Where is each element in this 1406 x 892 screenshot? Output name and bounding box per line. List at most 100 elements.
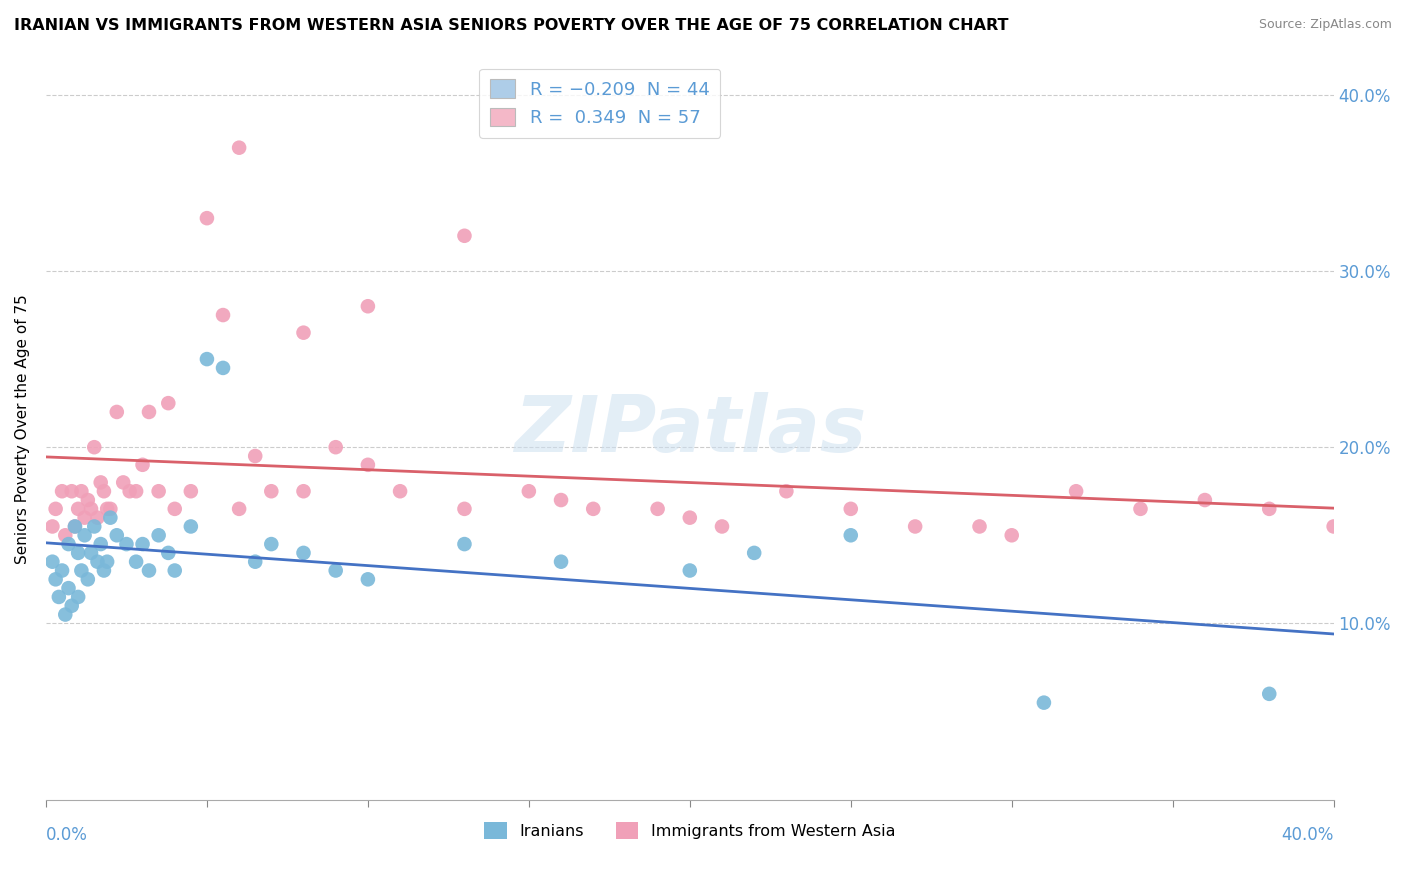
Point [45, 501, 67, 516]
Text: 0.0%: 0.0% [46, 826, 87, 844]
Point [1323, 519, 1346, 533]
Point [163, 501, 186, 516]
Point [180, 519, 202, 533]
Point [138, 405, 160, 419]
Point [90, 475, 112, 490]
Point [1258, 687, 1281, 701]
Point [212, 308, 235, 322]
Point [125, 484, 148, 499]
Point [98, 510, 121, 524]
Point [157, 396, 180, 410]
Point [292, 326, 315, 340]
Point [41, 555, 63, 569]
Point [679, 510, 702, 524]
Point [67, 546, 90, 560]
Point [357, 458, 380, 472]
Point [96, 555, 118, 569]
Point [105, 528, 128, 542]
Point [389, 484, 412, 499]
Point [96, 501, 118, 516]
Point [63, 519, 86, 533]
Point [125, 555, 148, 569]
Point [53, 607, 76, 622]
Point [775, 484, 797, 499]
Point [325, 564, 347, 578]
Point [260, 484, 283, 499]
Point [80, 501, 103, 516]
Point [148, 484, 170, 499]
Point [195, 211, 218, 226]
Point [839, 528, 862, 542]
Text: Source: ZipAtlas.com: Source: ZipAtlas.com [1258, 18, 1392, 31]
Point [63, 519, 86, 533]
Point [90, 537, 112, 551]
Text: IRANIAN VS IMMIGRANTS FROM WESTERN ASIA SENIORS POVERTY OVER THE AGE OF 75 CORRE: IRANIAN VS IMMIGRANTS FROM WESTERN ASIA … [14, 18, 1008, 33]
Point [73, 528, 96, 542]
Point [1032, 696, 1054, 710]
Point [163, 564, 186, 578]
Point [112, 475, 135, 490]
Point [45, 572, 67, 586]
Point [76, 572, 98, 586]
Point [357, 572, 380, 586]
Point [67, 590, 90, 604]
Point [58, 537, 80, 551]
Point [93, 484, 115, 499]
Point [679, 564, 702, 578]
Point [105, 405, 128, 419]
Point [131, 537, 153, 551]
Y-axis label: Seniors Poverty Over the Age of 75: Seniors Poverty Over the Age of 75 [15, 294, 30, 565]
Point [742, 546, 765, 560]
Point [904, 519, 927, 533]
Point [325, 440, 347, 454]
Point [131, 458, 153, 472]
Point [41, 519, 63, 533]
Point [73, 510, 96, 524]
Point [80, 546, 103, 560]
Point [93, 564, 115, 578]
Point [453, 537, 475, 551]
Point [212, 360, 235, 375]
Point [48, 590, 70, 604]
Point [86, 555, 108, 569]
Point [453, 228, 475, 243]
Point [70, 484, 93, 499]
Point [260, 537, 283, 551]
Point [245, 555, 267, 569]
Point [157, 546, 180, 560]
Point [86, 510, 108, 524]
Point [53, 528, 76, 542]
Point [180, 484, 202, 499]
Point [647, 501, 669, 516]
Text: ZIPatlas: ZIPatlas [513, 392, 866, 467]
Point [1064, 484, 1087, 499]
Point [517, 484, 540, 499]
Point [357, 299, 380, 313]
Point [711, 519, 734, 533]
Point [292, 484, 315, 499]
Point [582, 501, 605, 516]
Point [58, 581, 80, 595]
Point [1258, 501, 1281, 516]
Point [83, 440, 105, 454]
Point [245, 449, 267, 463]
Point [550, 555, 572, 569]
Point [292, 546, 315, 560]
Point [228, 501, 250, 516]
Point [550, 493, 572, 508]
Point [83, 519, 105, 533]
Text: 40.0%: 40.0% [1281, 826, 1334, 844]
Point [228, 141, 250, 155]
Point [70, 564, 93, 578]
Point [1001, 528, 1024, 542]
Legend: R = −0.209  N = 44, R =  0.349  N = 57: R = −0.209 N = 44, R = 0.349 N = 57 [479, 69, 720, 138]
Point [138, 564, 160, 578]
Point [51, 484, 73, 499]
Point [67, 501, 90, 516]
Point [98, 501, 121, 516]
Point [51, 564, 73, 578]
Point [453, 501, 475, 516]
Point [60, 599, 83, 613]
Point [76, 493, 98, 508]
Point [118, 484, 141, 499]
